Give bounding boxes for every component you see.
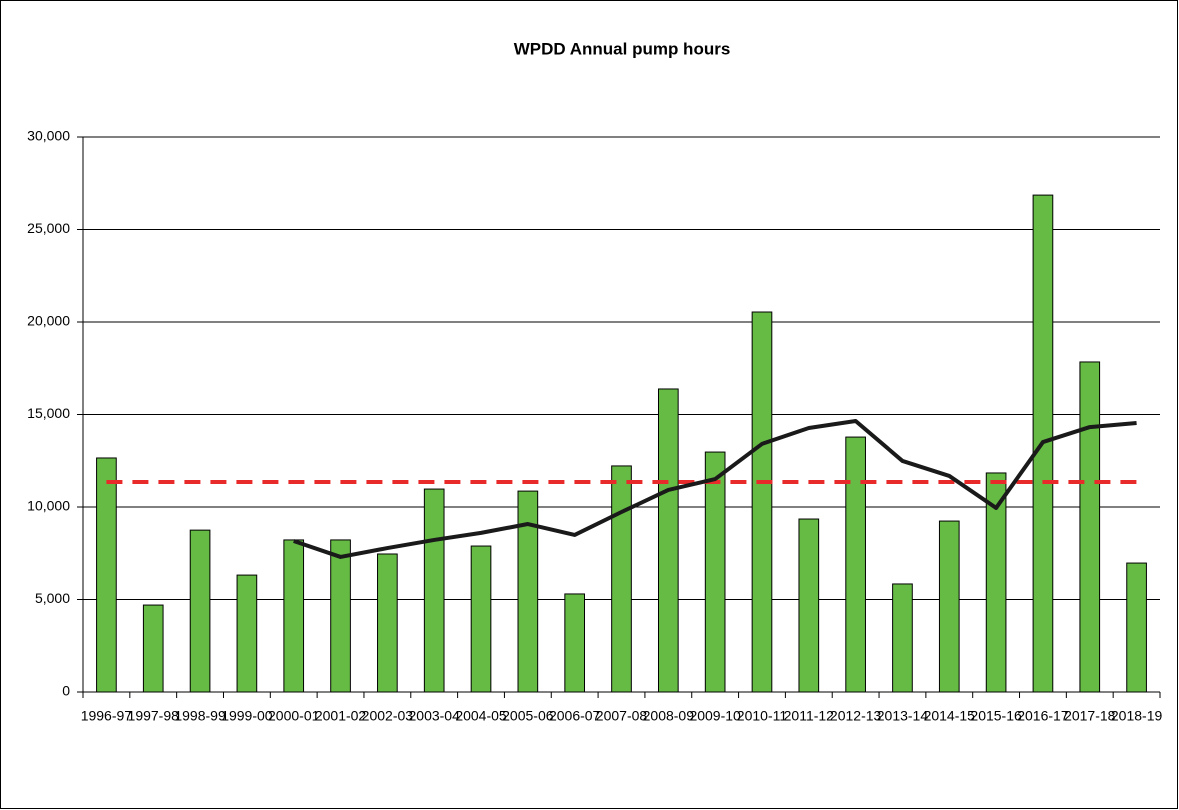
bar: [657, 388, 679, 693]
x-tick-label: 2006-07: [549, 708, 601, 724]
x-tick-label: 2009-10: [689, 708, 741, 724]
bar: [611, 465, 632, 693]
bar: [517, 490, 539, 693]
x-tick-label: 2000-01: [268, 708, 320, 724]
x-tick-label: 1998-99: [174, 708, 226, 724]
x-tick-label: 2008-09: [643, 708, 695, 724]
x-tick-label: 2011-12: [784, 708, 835, 724]
x-tick-label: 2010-11: [737, 708, 788, 724]
y-tick-label: 15,000: [27, 405, 70, 421]
bar: [564, 593, 586, 693]
x-tick-label: 2001-02: [315, 708, 367, 724]
bar: [470, 545, 492, 693]
y-tick-label: 20,000: [27, 313, 70, 329]
bar: [283, 539, 305, 693]
x-tick-label: 2002-03: [362, 708, 414, 724]
x-tick-label: 2005-06: [502, 708, 554, 724]
y-tick-label: 0: [62, 683, 70, 699]
x-tick-label: 1999-00: [221, 708, 273, 724]
x-tick-label: 2007-08: [596, 708, 648, 724]
x-tick-label: 2014-15: [924, 708, 976, 724]
bar: [330, 539, 351, 693]
bar: [423, 488, 445, 693]
bar: [985, 472, 1007, 693]
x-tick-label: 2013-14: [877, 708, 929, 724]
bar: [845, 436, 866, 693]
x-tick-label: 2016-17: [1017, 708, 1069, 724]
x-tick-label: 2017-18: [1064, 708, 1116, 724]
x-tick-label: 2004-05: [455, 708, 507, 724]
y-tick-label: 25,000: [27, 220, 70, 236]
bar: [798, 518, 820, 693]
bar: [236, 574, 258, 693]
bar: [1079, 361, 1101, 693]
bar: [938, 520, 960, 693]
x-tick-label: 2015-16: [970, 708, 1022, 724]
x-tick-label: 1997-98: [128, 708, 180, 724]
bar: [892, 583, 913, 693]
y-tick-label: 5,000: [35, 590, 70, 606]
chart-title: WPDD Annual pump hours: [514, 39, 731, 58]
bar: [142, 604, 164, 693]
y-tick-label: 30,000: [27, 128, 70, 144]
bar: [704, 451, 726, 693]
x-tick-label: 2003-04: [409, 708, 461, 724]
bar: [189, 529, 211, 693]
trend-line: [293, 418, 1137, 559]
bar: [751, 311, 773, 693]
bar: [377, 553, 398, 693]
x-tick-label: 2018-19: [1111, 708, 1163, 724]
x-tick-label: 1996-97: [81, 708, 133, 724]
bar: [96, 457, 117, 693]
bar: [1126, 562, 1147, 693]
x-tick-label: 2012-13: [830, 708, 882, 724]
y-tick-label: 10,000: [27, 498, 70, 514]
